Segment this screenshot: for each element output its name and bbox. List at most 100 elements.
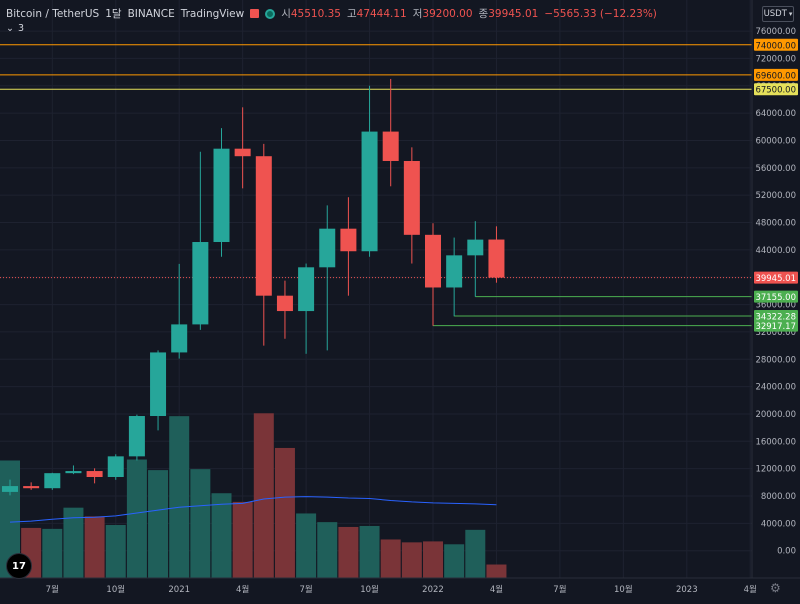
price-axis xyxy=(752,0,800,578)
candle-body xyxy=(86,471,103,477)
x-tick-label: 10월 xyxy=(106,584,125,595)
candle-body xyxy=(150,352,167,417)
candle-body xyxy=(276,295,293,312)
volume-bar xyxy=(401,542,422,578)
x-tick-label: 10월 xyxy=(360,584,379,595)
volume-bar xyxy=(423,541,443,578)
y-tick-label: 8000.00 xyxy=(761,492,796,502)
y-tick-label: 24000.00 xyxy=(755,383,796,393)
volume-bar xyxy=(211,493,232,578)
volume-bar xyxy=(169,416,190,578)
volume-bar xyxy=(296,513,317,578)
candle-body xyxy=(382,131,399,161)
y-tick-label: 0.00 xyxy=(777,547,796,557)
tradingview-logo-icon[interactable]: 17 xyxy=(6,553,32,579)
symbol-name[interactable]: Bitcoin / TetherUS xyxy=(6,7,100,20)
open-label: 시 xyxy=(281,8,291,20)
y-tick-label: 20000.00 xyxy=(755,410,796,420)
volume-bar xyxy=(317,522,338,578)
price-tag xyxy=(754,271,798,284)
y-tick-label: 44000.00 xyxy=(755,246,796,256)
candle-body xyxy=(171,324,188,353)
volume-bar xyxy=(274,447,295,578)
volume-bar xyxy=(126,459,147,578)
high-value: 47444.11 xyxy=(356,8,407,20)
x-tick-label: 7월 xyxy=(299,584,312,595)
y-tick-label: 16000.00 xyxy=(755,437,796,447)
candle-body xyxy=(361,131,378,252)
price-tag xyxy=(754,290,798,303)
x-tick-label: 7월 xyxy=(553,584,566,595)
candle-body xyxy=(2,486,18,492)
y-tick-label: 76000.00 xyxy=(755,27,796,37)
low-label: 저 xyxy=(412,8,423,20)
x-tick-label: 10월 xyxy=(614,584,633,595)
low-value: 39200.00 xyxy=(422,8,473,20)
interval[interactable]: 1달 xyxy=(105,8,122,20)
chevron-down-icon: ▾ xyxy=(788,10,793,18)
price-tag-label: 34322.28 xyxy=(755,313,796,323)
price-tag-label: 32917.17 xyxy=(755,322,796,332)
price-tag-label: 69600.00 xyxy=(755,71,796,81)
provider: TradingView xyxy=(180,7,245,20)
indicators-toggle[interactable]: ⌄ 3 xyxy=(6,23,24,34)
currency-selector[interactable]: USDT ▾ xyxy=(762,6,794,22)
gear-icon[interactable]: ⚙ xyxy=(770,581,781,595)
volume-ma-line xyxy=(9,496,497,523)
open-value: 45510.35 xyxy=(290,8,341,20)
price-tag xyxy=(754,38,798,51)
flag-icon[interactable] xyxy=(250,9,260,18)
candle-body xyxy=(23,486,40,489)
volume-bar xyxy=(338,526,359,578)
y-tick-label: 72000.00 xyxy=(755,54,796,64)
price-tag-label: 37155.00 xyxy=(755,293,796,303)
volume-bar xyxy=(105,525,126,578)
candle-body xyxy=(446,255,463,288)
volume-bar xyxy=(380,539,401,578)
x-tick-label: 4월 xyxy=(236,584,249,595)
y-tick-label: 4000.00 xyxy=(761,519,796,529)
volume-bar xyxy=(253,413,274,578)
candle-body xyxy=(213,148,230,243)
price-tag-label: 39945.01 xyxy=(755,274,796,284)
close-label: 종 xyxy=(478,8,489,20)
y-tick-label: 32000.00 xyxy=(755,328,796,338)
x-tick-label: 2021 xyxy=(168,585,190,595)
indicator-count: 3 xyxy=(17,23,25,34)
x-tick-label: 7월 xyxy=(46,584,59,595)
candle-body xyxy=(65,471,82,474)
volume-bar xyxy=(63,507,84,578)
chart-legend-header: Bitcoin / TetherUS 1달 BINANCE TradingVie… xyxy=(6,6,657,21)
close-value: 39945.01 xyxy=(488,8,539,20)
volume-bar xyxy=(190,469,211,578)
candle-body xyxy=(107,456,124,477)
candle-body xyxy=(425,234,441,288)
x-tick-label: 4월 xyxy=(744,584,757,595)
x-tick-label: 4월 xyxy=(490,584,503,595)
candle-body xyxy=(403,160,420,235)
y-tick-label: 56000.00 xyxy=(755,164,796,174)
candle-body xyxy=(488,239,505,278)
volume-bar xyxy=(359,525,380,578)
candle-body xyxy=(234,148,251,157)
y-tick-label: 12000.00 xyxy=(755,465,796,475)
y-tick-label: 52000.00 xyxy=(755,191,796,201)
x-tick-label: 2022 xyxy=(422,585,444,595)
volume-bar xyxy=(148,470,169,578)
price-tag xyxy=(754,68,798,81)
market-status-icon xyxy=(265,8,276,19)
exchange: BINANCE xyxy=(127,7,175,20)
price-tag xyxy=(754,310,798,323)
volume-bar xyxy=(232,501,253,578)
x-tick-label: 2023 xyxy=(676,585,698,595)
candle-body xyxy=(44,473,61,489)
candle-body xyxy=(128,416,145,457)
candle-body xyxy=(340,228,357,252)
time-axis xyxy=(0,578,800,600)
volume-bar xyxy=(444,544,465,578)
currency-label: USDT xyxy=(763,9,787,19)
price-tag-label: 74000.00 xyxy=(755,41,796,51)
